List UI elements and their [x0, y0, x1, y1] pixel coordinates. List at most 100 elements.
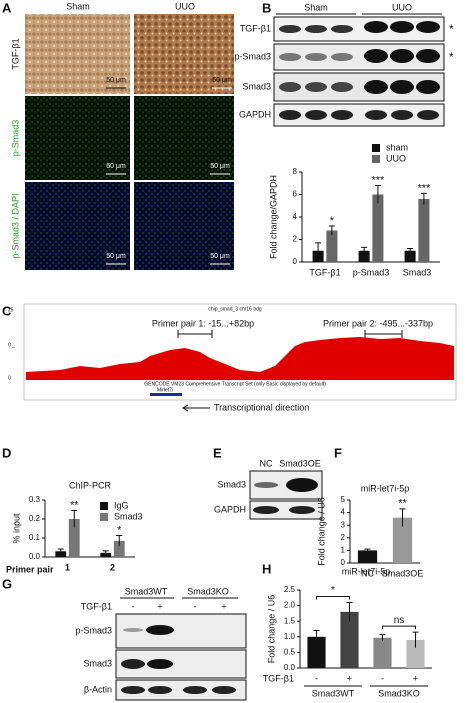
treatment-sign: +: [221, 601, 226, 611]
comparison-bracket: [316, 595, 350, 600]
western-blot: [273, 16, 445, 127]
bar: [100, 552, 112, 557]
y-tick-label: 1.0: [284, 632, 296, 641]
y-tick-label: 0: [293, 257, 298, 266]
y-tick-label: 5: [341, 495, 346, 504]
panel-letter: E: [213, 445, 222, 460]
direction-label: Transcriptional direction: [214, 402, 309, 412]
primer-label: Primer pair 2: -495...-337bp: [323, 318, 433, 328]
micrograph: [134, 182, 234, 270]
bar: [392, 517, 413, 563]
signal-track: [26, 337, 454, 380]
legend-label: sham: [386, 142, 408, 152]
panel-letter: A: [2, 0, 12, 15]
western-blot: [115, 613, 247, 701]
annotation-track: GENCODE VM23 Comprehensive Transcript Se…: [144, 381, 326, 387]
y-axis-label: Fold change/GAPDH: [268, 175, 278, 259]
primer-bracket: [177, 330, 213, 338]
gene-label: Mirlet7i: [157, 387, 173, 393]
y-tick-label: 2.0: [284, 601, 296, 610]
y-tick-label: 0.1: [29, 533, 41, 542]
bar: [68, 519, 80, 557]
band-label: p-Smad3: [75, 625, 112, 635]
significance-label: **: [70, 499, 79, 511]
column-label: Smad3OE: [279, 458, 321, 468]
row-label: TGF-β1: [10, 38, 20, 69]
track-label: 0: [8, 375, 11, 381]
comparison-label: *: [331, 585, 335, 596]
x-tick-label: -: [381, 673, 384, 683]
error-bar: [328, 225, 335, 235]
panel-letter: D: [2, 445, 11, 460]
significance-label: *: [117, 524, 122, 536]
band-label: GAPDH: [239, 109, 271, 119]
y-tick-label: 8: [293, 167, 298, 176]
x-tick-label: 1: [65, 562, 70, 572]
scale-bar-label: 50 μm: [210, 253, 230, 260]
group-label: UUO: [392, 2, 412, 12]
error-bar: [315, 242, 322, 259]
y-axis-label: Fold change / U6: [316, 497, 326, 566]
bar: [326, 230, 338, 262]
group-label: Smad3KO: [378, 688, 420, 698]
error-bar: [420, 192, 427, 205]
bar: [357, 550, 378, 563]
bar: [340, 611, 359, 668]
bar: [418, 199, 430, 262]
bar: [404, 250, 416, 262]
error-bar: [71, 509, 78, 528]
track-label: 25: [8, 307, 14, 313]
error-bar: [374, 185, 381, 204]
column-label: UUO: [175, 1, 195, 11]
band-label: β-Actin: [84, 684, 112, 694]
x-tick-label: Smad3OE: [382, 568, 424, 578]
track-label: 0 _: [8, 342, 15, 348]
error-bar: [102, 550, 109, 555]
scale-bar-label: 50 μm: [106, 163, 126, 170]
group-label: Smad3KO: [187, 586, 229, 596]
x-tick-label: Smad3: [403, 267, 432, 277]
panel-letter: G: [2, 576, 12, 591]
legend-swatch: [372, 155, 380, 163]
column-label: NC: [260, 458, 273, 468]
band-label: p-Smad3: [234, 51, 271, 61]
y-axis-label: % input: [11, 513, 21, 544]
x-tick-label: 2: [110, 562, 115, 572]
scale-bars: 50 μm 50 μm 50 μm 50 μm 50 μm 50 μm: [106, 77, 232, 265]
error-bar: [379, 634, 386, 641]
significance-label: **: [398, 498, 407, 510]
band-label: Smad3: [242, 81, 271, 91]
x-tick-label: -: [315, 673, 318, 683]
bar: [55, 551, 67, 557]
track-title: chip_smad_3 chr16 bdg: [208, 306, 262, 312]
error-bar: [407, 248, 414, 253]
y-tick-label: 1.5: [284, 616, 296, 625]
treatment-sign: -: [132, 601, 135, 611]
group-label: Sham: [304, 2, 328, 12]
panel-letter: H: [262, 561, 271, 576]
treatment-sign: +: [157, 601, 162, 611]
y-tick-label: 2.5: [284, 585, 296, 594]
group-label: Smad3WT: [312, 688, 355, 698]
error-bar: [364, 548, 371, 552]
treatment-sign: -: [194, 601, 197, 611]
y-tick-label: 0: [341, 558, 346, 567]
legend-label: IgG: [114, 500, 129, 510]
error-bar: [412, 631, 419, 648]
significance-label: *: [330, 215, 335, 227]
micrograph: [134, 14, 234, 94]
group-label: Smad3WT: [125, 586, 168, 596]
x-tick-label: TGF-β1: [309, 267, 340, 277]
row-label: p-Smad3: [10, 120, 20, 157]
y-tick-label: 0.3: [29, 495, 41, 504]
band-label: GAPDH: [214, 504, 246, 514]
x-tick-label: +: [413, 673, 418, 683]
y-tick-label: 2: [341, 533, 346, 542]
significance-mark: *: [449, 50, 454, 64]
significance-label: ***: [417, 182, 431, 194]
error-bar: [399, 508, 406, 527]
significance-label: ***: [371, 174, 385, 186]
y-tick-label: 0.5: [284, 648, 296, 657]
micrograph: [25, 96, 130, 180]
